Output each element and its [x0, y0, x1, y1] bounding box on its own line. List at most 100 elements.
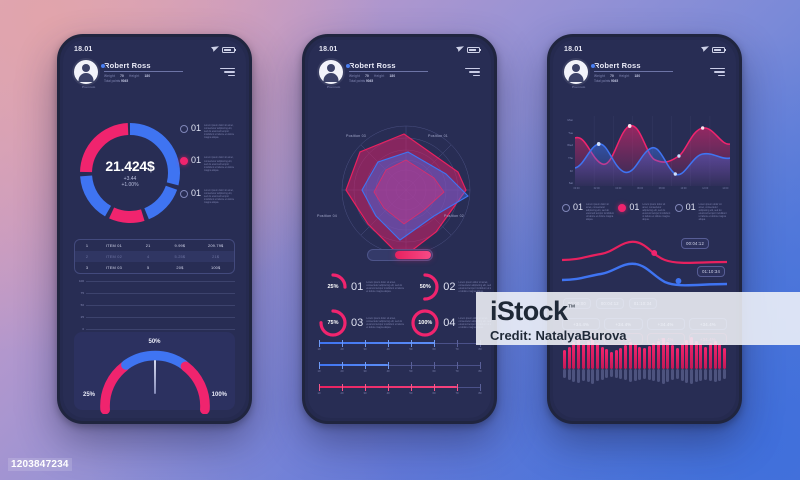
cell-item: ITEM 02 — [105, 254, 122, 259]
x-tick: 02:00 — [593, 187, 600, 190]
cell-total: 100$ — [210, 265, 221, 270]
legend-dot-icon — [180, 125, 188, 133]
equalizer-bar — [666, 330, 670, 408]
legend-item[interactable]: 01 Lorem ipsum dolor sit amet, consectet… — [180, 156, 236, 172]
profile-info: Robert Ross Weight 70 Height 180 Total p… — [594, 60, 704, 84]
progress-ring-icon: 50% — [410, 272, 440, 302]
status-badge — [590, 63, 596, 69]
table-row[interactable]: 3 ITEM 03 5 20$ 100$ — [75, 262, 234, 273]
hamburger-menu-icon[interactable] — [465, 67, 480, 77]
donut-chart: 21.424$ +3.44 +1.00% — [75, 118, 185, 228]
tick-label: 30 — [363, 392, 367, 395]
avatar-caption: Premium — [327, 85, 341, 89]
gauge-label-left: 25% — [83, 392, 96, 398]
table-row[interactable]: 2 ITEM 02 4 5.25$ 21$ — [75, 251, 234, 262]
phone-mockup-1: 18.01 Premium Robert Ross Weight 70 Heig… — [57, 34, 252, 424]
watermark-band — [476, 292, 800, 345]
progress-ring-grid: 25% 01 Lorem ipsum dolor sit amet, conse… — [318, 272, 491, 338]
donut-delta-abs: +3.44 — [123, 176, 137, 182]
x-tick: 08:00 — [658, 187, 665, 190]
legend-number: 01 — [191, 123, 202, 133]
tick-label: 40 — [386, 392, 390, 395]
avatar[interactable]: Premium — [564, 60, 596, 89]
phone-mockup-3: 18.01 Premium Robert Ross Weight 70 Heig… — [547, 34, 742, 424]
battery-icon — [222, 46, 236, 53]
progress-cell[interactable]: 50% 02 Lorem ipsum dolor sit amet, conse… — [410, 272, 491, 302]
legend-item[interactable]: 01 Lorem ipsum dolor sit amet, consectet… — [674, 203, 727, 222]
tick-label: 20 — [340, 392, 344, 395]
y-tick: Wed — [567, 143, 573, 148]
equalizer-bar — [708, 330, 712, 408]
legend-description: Lorem ipsum dolor sit amet, consectetur … — [204, 156, 235, 172]
timeline-slider[interactable]: 10 20 30 40 50 60 70 80 — [318, 340, 482, 353]
profile-divider — [349, 71, 429, 73]
toggle-switch[interactable] — [366, 249, 433, 261]
x-tick: 12:00 — [702, 187, 709, 190]
progress-number: 03 — [351, 316, 364, 329]
profile-divider — [104, 71, 184, 73]
avatar[interactable]: Premium — [74, 60, 106, 89]
profile-meta-label-2: Height — [129, 74, 140, 79]
phone-mockup-2: 18.01 Premium Robert Ross Weight 70 Heig… — [302, 34, 497, 424]
progress-ring-icon: 75% — [318, 308, 348, 338]
timeline-slider[interactable]: 10 20 30 40 50 60 70 80 — [318, 384, 482, 397]
equalizer-bar — [628, 330, 632, 408]
gauge-label-right: 100% — [211, 392, 227, 398]
donut-chart-svg — [80, 123, 180, 223]
equalizer-bar — [642, 330, 646, 408]
equalizer-bar — [652, 330, 656, 408]
equalizer-bar — [661, 330, 665, 408]
timeline-slider[interactable]: 10 20 30 40 50 60 70 80 — [318, 362, 482, 375]
hamburger-menu-icon[interactable] — [710, 67, 725, 77]
legend-item[interactable]: 01 Lorem ipsum dolor sit amet, consectet… — [180, 124, 236, 139]
progress-cell[interactable]: 25% 01 Lorem ipsum dolor sit amet, conse… — [318, 272, 406, 302]
legend-item[interactable]: 01 Lorem ipsum dolor sit amet, consectet… — [180, 188, 236, 205]
hamburger-menu-icon[interactable] — [220, 67, 235, 77]
equalizer-bar — [680, 330, 684, 408]
table-row[interactable]: 1 ITEM 01 21 9.99$ 209.79$ — [75, 240, 234, 251]
equalizer-bar — [610, 330, 614, 408]
progress-description: Lorem ipsum dolor sit amet, consectetur … — [458, 280, 492, 294]
avatar[interactable]: Premium — [319, 60, 351, 89]
status-bar: 18.01 — [553, 40, 736, 56]
tick-label: 50 — [409, 370, 413, 373]
progress-number: 04 — [443, 316, 456, 329]
profile-meta-value-2: 180 — [634, 74, 641, 79]
profile-meta-label-2: Height — [374, 74, 385, 79]
y-tick: Mon — [567, 118, 573, 123]
cell-qty: 5 — [146, 265, 150, 270]
status-time: 18.01 — [564, 46, 583, 53]
profile-info: Robert Ross Weight 70 Height 180 Total p… — [349, 61, 459, 84]
tooltip-chip: 00:04:12 — [681, 238, 709, 249]
tick-label: 80 — [478, 392, 482, 395]
legend-description: Lorem ipsum dolor sit amet, consectetur … — [204, 188, 235, 205]
tick-label: 80 — [478, 348, 482, 351]
equalizer-bar — [699, 330, 703, 408]
donut-delta-pct: +1.00% — [121, 182, 139, 188]
y-tick: Thu — [568, 156, 573, 160]
equalizer-bar — [577, 330, 581, 408]
profile-header: Premium Robert Ross Weight 70 Height 180… — [63, 56, 246, 89]
profile-points-value: 9045 — [611, 79, 619, 84]
signal-icon — [211, 46, 219, 52]
equalizer-bar — [605, 330, 609, 408]
tick-label: 70 — [455, 370, 459, 373]
gauge-needle — [153, 360, 156, 394]
timeline-sliders: 10 20 30 40 50 60 70 80 10 20 30 40 — [318, 340, 482, 406]
wave-plot — [574, 116, 731, 186]
equalizer-bar — [647, 330, 651, 408]
profile-meta: Weight 70 Height 180 — [594, 74, 704, 78]
progress-cell[interactable]: 100% 04 Lorem ipsum dolor sit amet, cons… — [410, 308, 491, 338]
legend-item[interactable]: 01 Lorem ipsum dolor sit amet, consectet… — [618, 203, 670, 222]
y-tick: Fri — [569, 168, 573, 173]
equalizer-bar — [633, 330, 637, 408]
legend-item[interactable]: 01 Lorem ipsum dolor sit amet, consectet… — [562, 203, 614, 222]
progress-cell[interactable]: 75% 03 Lorem ipsum dolor sit amet, conse… — [318, 308, 406, 338]
cell-qty: 4 — [146, 254, 150, 259]
tick-label: 80 — [478, 370, 482, 373]
tick-label: 50 — [409, 348, 413, 351]
equalizer-bar — [685, 330, 689, 408]
profile-points-label: Total points — [349, 79, 366, 84]
profile-name: Robert Ross — [594, 60, 641, 70]
progress-percent: 50% — [419, 284, 431, 290]
